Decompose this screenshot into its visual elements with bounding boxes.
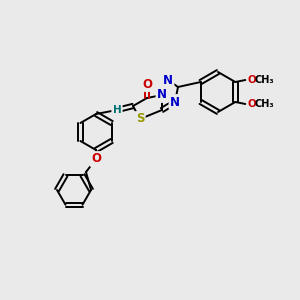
- Text: CH₃: CH₃: [254, 75, 274, 85]
- Text: N: N: [170, 95, 180, 109]
- Text: O: O: [142, 77, 152, 91]
- Text: O: O: [247, 75, 256, 85]
- Text: O: O: [91, 152, 101, 166]
- Text: S: S: [136, 112, 144, 125]
- Text: CH₃: CH₃: [254, 99, 274, 109]
- Text: N: N: [163, 74, 173, 86]
- Text: N: N: [157, 88, 167, 101]
- Text: O: O: [247, 99, 256, 109]
- Text: H: H: [112, 105, 122, 115]
